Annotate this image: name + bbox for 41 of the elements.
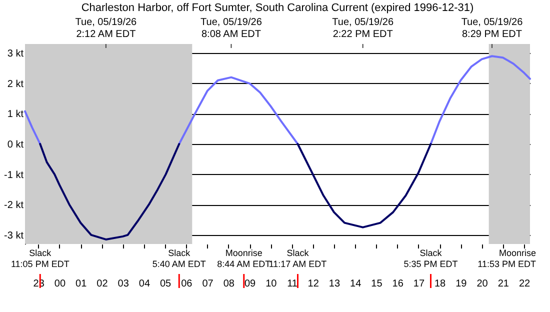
ref-line-label: Slack 5:35 PM EDT [404, 248, 458, 269]
x-tick-label: 18 [434, 278, 446, 290]
y-tick-label: 0 kt [7, 140, 24, 150]
y-tick-label: 2 kt [7, 78, 24, 90]
x-tick-label: 21 [498, 278, 510, 290]
x-tick-label: 02 [96, 278, 108, 290]
x-tick-label: 12 [308, 278, 320, 290]
y-tick-label: -1 kt [4, 170, 24, 181]
x-tick-label: 15 [371, 278, 383, 290]
x-tick-label: 20 [476, 278, 488, 290]
x-tick-label: 13 [328, 278, 340, 290]
y-tick-label: -2 kt [4, 200, 24, 212]
x-tick-label: 00 [54, 278, 66, 290]
y-tick-label: 3 kt [7, 48, 24, 60]
x-tick-label: 22 [518, 278, 531, 290]
ref-line-label: Tue, 05/19/26 8:29 PM EDT [461, 17, 524, 40]
ref-line-label: Slack 11:05 PM EDT [10, 248, 70, 269]
x-tick-label: 14 [350, 278, 362, 290]
x-tick-label: 05 [160, 278, 172, 290]
x-tick-label: 01 [76, 278, 88, 290]
x-tick-label: 16 [392, 278, 404, 290]
x-tick-label: 03 [118, 278, 130, 290]
ref-line-label: Tue, 05/19/26 2:22 PM EDT [332, 17, 394, 40]
x-tick-label: 08 [223, 278, 235, 290]
x-tick-label: 06 [181, 278, 193, 290]
ref-line-label: Moonrise 8:44 AM EDT [217, 248, 272, 269]
x-tick-label: 11 [287, 278, 298, 290]
ref-line-label: Slack 5:40 AM EDT [152, 248, 206, 269]
x-tick-label: 17 [413, 278, 425, 290]
x-tick-label: 10 [266, 278, 278, 290]
x-tick-label: 04 [138, 278, 150, 290]
chart-title: Charleston Harbor, off Fort Sumter, South Carolina Current (expired 1996-12-31) [81, 2, 474, 14]
x-tick-label: 07 [202, 278, 214, 290]
ref-line-label: Tue, 05/19/26 8:08 AM EDT [200, 17, 262, 40]
x-tick-label: 19 [456, 278, 468, 290]
ref-line-label: Tue, 05/19/26 2:12 AM EDT [75, 17, 138, 40]
ref-line-label: Slack 11:17 AM EDT [268, 248, 328, 269]
x-tick-label: 09 [244, 278, 256, 290]
y-tick-label: 1 kt [7, 109, 24, 120]
text: Moonrise 11:53 PM EDT [478, 248, 536, 269]
y-tick-label: -3 kt [4, 230, 24, 242]
